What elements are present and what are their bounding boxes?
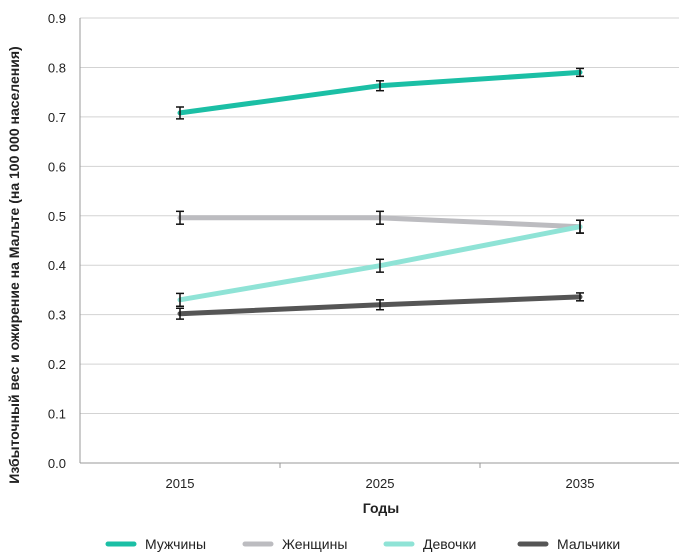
y-tick-label: 0.4: [48, 258, 66, 273]
legend-label: Мужчины: [145, 536, 206, 552]
x-tick-label: 2025: [366, 476, 395, 491]
error-bar: [376, 210, 384, 225]
error-bar: [376, 80, 384, 92]
error-bar: [176, 106, 184, 120]
axes: [79, 18, 679, 468]
legend-item: Женщины: [242, 536, 347, 552]
x-tick-label: 2015: [166, 476, 195, 491]
y-tick-label: 0.2: [48, 357, 66, 372]
y-tick-label: 0.3: [48, 308, 66, 323]
legend-label: Мальчики: [557, 536, 620, 552]
error-bar: [576, 292, 584, 302]
y-tick-label: 0.1: [48, 407, 66, 422]
error-bar: [176, 307, 184, 320]
error-bar: [176, 210, 184, 225]
x-tick-labels: 2015 2025 2035: [166, 476, 595, 491]
error-bar: [376, 258, 384, 273]
legend-item: Мужчины: [105, 536, 206, 552]
y-tick-label: 0.5: [48, 209, 66, 224]
y-tick-labels: 0.0 0.1 0.2 0.3 0.4 0.5 0.6 0.7 0.8 0.9: [48, 11, 66, 471]
x-axis-title: Годы: [363, 500, 399, 516]
x-tick-label: 2035: [566, 476, 595, 491]
y-tick-label: 0.6: [48, 159, 66, 174]
legend-item: Девочки: [383, 536, 476, 552]
y-tick-label: 0.7: [48, 110, 66, 125]
legend: Мужчины Женщины Девочки Мальчики: [105, 536, 620, 552]
y-tick-label: 0.9: [48, 11, 66, 26]
series-lines: [177, 69, 583, 317]
error-bar: [176, 292, 184, 308]
y-tick-label: 0.0: [48, 456, 66, 471]
error-bar: [576, 219, 584, 234]
error-bar: [376, 299, 384, 311]
legend-label: Девочки: [423, 536, 476, 552]
legend-item: Мальчики: [517, 536, 620, 552]
error-bar: [576, 67, 584, 78]
error-bars: [176, 67, 584, 320]
y-axis-title: Избыточный вес и ожирение на Мальте (на …: [6, 46, 22, 483]
y-tick-label: 0.8: [48, 60, 66, 75]
series-line-Мужчины: [177, 69, 583, 116]
legend-label: Женщины: [282, 536, 347, 552]
